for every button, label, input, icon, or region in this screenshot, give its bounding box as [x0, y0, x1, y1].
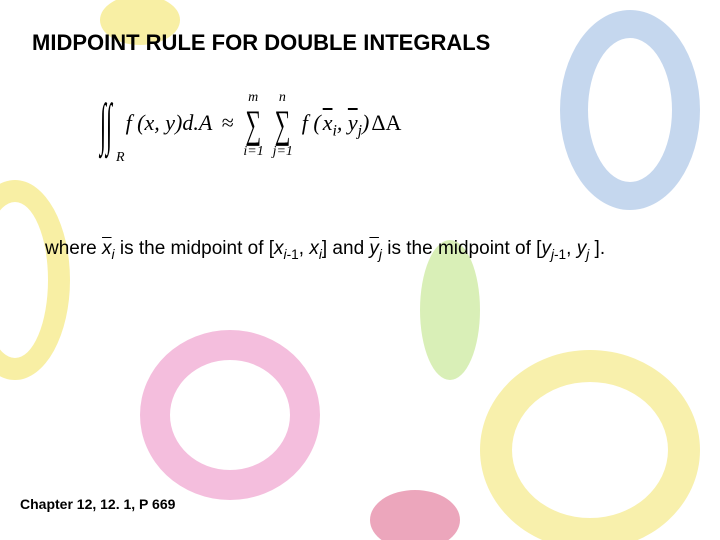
delta-a: ΔA	[371, 110, 401, 135]
mid3: is the midpoint of [	[382, 238, 541, 259]
end: ].	[589, 238, 605, 259]
xi1-sub-n: -1	[287, 247, 299, 262]
explanation-text: where xi is the midpoint of [xi-1, xi] a…	[45, 235, 690, 265]
mid2: ] and	[322, 238, 370, 259]
xi2: x	[309, 238, 319, 259]
y-bar: y	[348, 110, 358, 135]
comma: ,	[337, 110, 343, 135]
integrand-left: f (x, y)d.A	[126, 110, 213, 135]
sep2: ,	[566, 238, 577, 259]
page-reference: Chapter 12, 12. 1, P 669	[20, 496, 175, 512]
y-bar-text: y	[369, 238, 379, 259]
yj1-sub-n: -1	[554, 247, 566, 262]
x-bar: x	[323, 110, 333, 135]
sum1-lower: i=1	[243, 144, 263, 160]
f-open: f (	[302, 110, 321, 135]
xi1: x	[274, 238, 284, 259]
yj2: y	[577, 238, 587, 259]
sum2-lower: j=1	[273, 144, 293, 160]
mid1: is the midpoint of [	[115, 238, 274, 259]
slide-title: MIDPOINT RULE FOR DOUBLE INTEGRALS	[32, 30, 490, 56]
slide-content: MIDPOINT RULE FOR DOUBLE INTEGRALS ∫∫ R …	[0, 0, 720, 540]
sep1: ,	[299, 238, 310, 259]
x-bar-text: x	[102, 238, 112, 259]
midpoint-formula: ∫∫ R f (x, y)d.A ≈ m ∑ i=1 n ∑ j=1 f (xi…	[100, 110, 403, 140]
approx-symbol: ≈	[222, 110, 234, 135]
f-close: )	[362, 110, 369, 135]
where-label: where	[45, 238, 102, 259]
yj1: y	[541, 238, 551, 259]
integral-region: R	[116, 150, 125, 166]
